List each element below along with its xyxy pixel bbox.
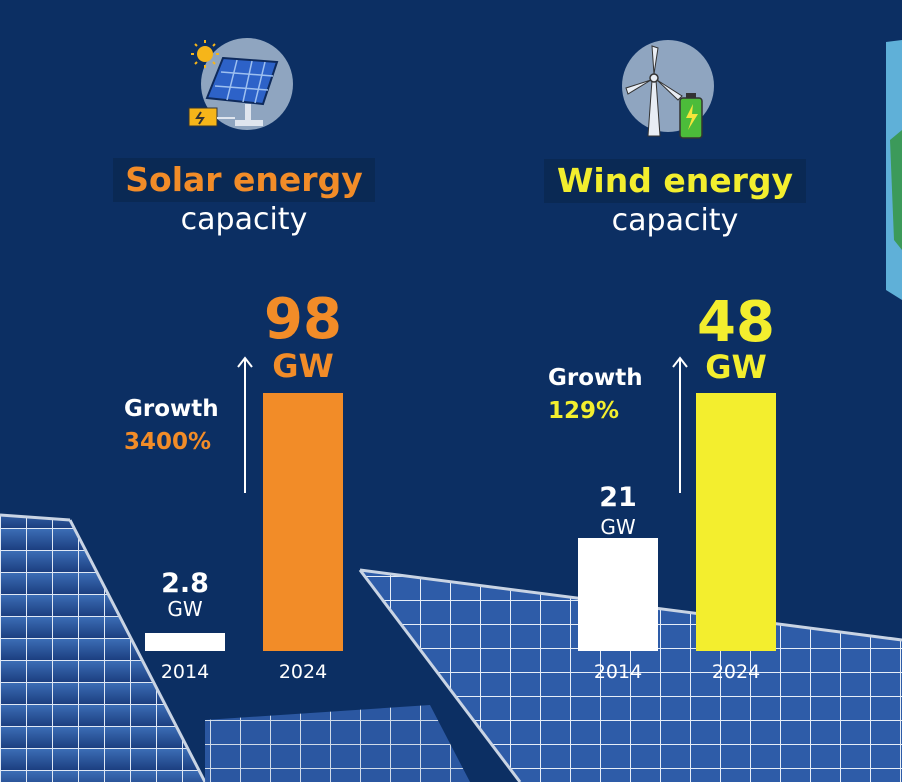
wind-unit-label-2024: GW — [705, 348, 767, 386]
wind-bar-2024 — [696, 393, 776, 651]
solar-growth-value: 3400% — [124, 429, 212, 455]
wind-subtitle: capacity — [611, 203, 739, 238]
wind-value-label-2024: 48 — [697, 290, 775, 355]
solar-subtitle: capacity — [180, 202, 308, 237]
solar-title: Solar energy — [113, 158, 375, 202]
wind-year-label-2024: 2024 — [711, 661, 761, 683]
wind-value-label-2014: 21 — [599, 482, 637, 513]
wind-growth-arrow — [672, 356, 688, 493]
wind-year-label-2014: 2014 — [593, 661, 643, 683]
wind-turbine-icon — [622, 40, 714, 139]
solar-unit-label-2024: GW — [272, 347, 334, 385]
solar-year-label-2024: 2024 — [278, 661, 328, 683]
solar-year-label-2014: 2014 — [160, 661, 210, 683]
wind-title: Wind energy — [544, 159, 806, 203]
wind-bar-2014 — [578, 538, 658, 651]
solar-unit-label-2014: GW — [167, 597, 203, 621]
solar-growth-arrow — [237, 356, 253, 493]
solar-value-label-2014: 2.8 — [161, 568, 209, 599]
solar-value-label-2024: 98 — [264, 287, 342, 352]
wind-unit-label-2014: GW — [600, 515, 636, 539]
solar-bar-2014 — [145, 633, 225, 651]
solar-growth-label: Growth — [124, 396, 219, 422]
wind-growth-value: 129% — [548, 398, 620, 424]
wind-growth-label: Growth — [548, 365, 643, 391]
solar-bar-2024 — [263, 393, 343, 651]
solar-panel-icon — [188, 38, 293, 130]
